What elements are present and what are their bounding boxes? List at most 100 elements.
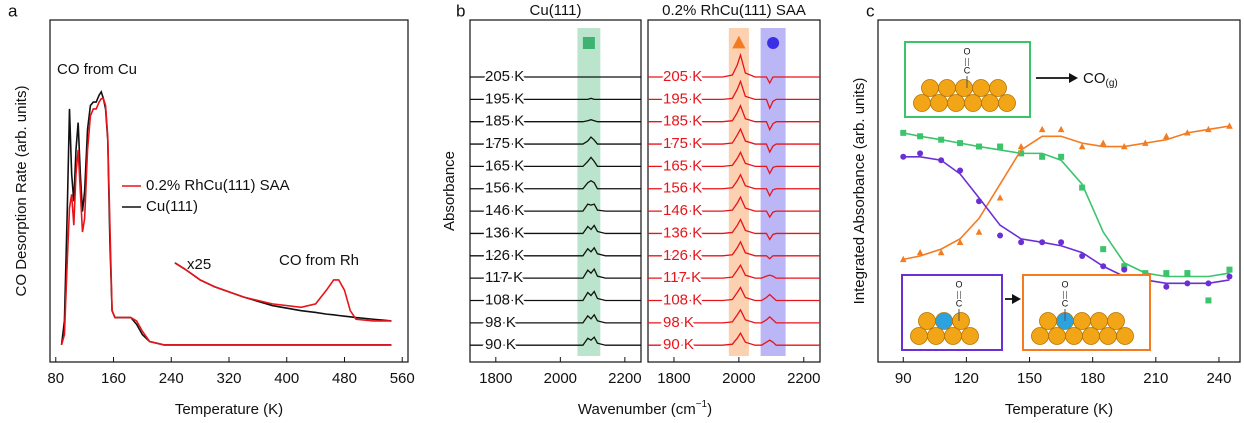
magnification-label: x25	[187, 256, 211, 273]
data-point	[1038, 125, 1046, 133]
temperature-label: 90 K	[663, 336, 694, 353]
x-tick-label: 320	[216, 370, 241, 387]
data-point	[997, 232, 1004, 239]
data-point	[1163, 132, 1170, 139]
temperature-label: 90 K	[485, 336, 516, 353]
x-axis-label: Wavenumber (cm−1)	[578, 399, 712, 418]
atom-label: O	[1061, 279, 1068, 289]
data-point	[1142, 270, 1149, 277]
atom-label: C	[964, 65, 971, 75]
atom-label: C	[1062, 298, 1069, 308]
temperature-label: 136 K	[485, 224, 524, 241]
y-axis-label: Absorbance	[441, 151, 458, 231]
data-point	[1226, 122, 1233, 129]
band-marker	[732, 35, 746, 49]
data-point	[957, 140, 964, 147]
plot-frame	[647, 19, 821, 363]
data-point	[1058, 239, 1065, 246]
data-point	[1079, 252, 1086, 259]
spectrum	[470, 224, 641, 235]
x-axis-label-text: Wavenumber (cm	[578, 401, 696, 418]
temperature-label: 156 K	[663, 180, 702, 197]
data-point	[938, 136, 945, 143]
temperature-label: 156 K	[485, 180, 524, 197]
atom	[1107, 312, 1125, 330]
x-tick-label: 180	[1080, 370, 1105, 387]
spectrum	[470, 313, 641, 324]
band-marker	[582, 37, 595, 49]
fit-line	[903, 156, 1230, 285]
temperature-label: 98 K	[485, 314, 516, 331]
temperature-label: 185 K	[485, 113, 524, 130]
atom	[1090, 312, 1108, 330]
fit-line	[903, 132, 1230, 278]
data-point	[1184, 280, 1191, 287]
fit-line	[903, 125, 1230, 261]
atom	[910, 327, 928, 345]
data-point	[900, 153, 907, 160]
data-point	[1100, 263, 1107, 270]
temperature-label: 126 K	[663, 247, 702, 264]
spectrum	[648, 331, 820, 346]
temperature-label: 175 K	[663, 135, 702, 152]
x-tick-label: 1800	[657, 370, 690, 387]
temperature-label: 117 K	[485, 269, 523, 286]
tpd-line-magnified	[174, 262, 392, 322]
atom	[955, 79, 973, 97]
data-point	[1120, 142, 1128, 150]
data-point	[1205, 125, 1212, 133]
spectrum	[648, 104, 820, 132]
data-point	[1078, 142, 1086, 150]
data-point	[917, 133, 924, 140]
x-tick-label: 2000	[722, 370, 755, 387]
x-tick-label: 2200	[787, 370, 820, 387]
data-point	[1226, 273, 1233, 280]
atom	[944, 327, 962, 345]
data-point	[1018, 239, 1025, 246]
spectrum	[648, 217, 820, 241]
atom	[927, 327, 945, 345]
data-point	[1163, 283, 1170, 290]
spectrum	[648, 79, 820, 111]
highlight-band	[760, 28, 786, 356]
panel-label: b	[456, 1, 465, 20]
temperature-label: 195 K	[485, 90, 524, 107]
highlight-band	[577, 28, 601, 356]
atom	[998, 94, 1016, 112]
spectrum	[648, 52, 820, 85]
data-point	[937, 248, 945, 256]
atom	[1082, 327, 1100, 345]
atom	[1039, 312, 1057, 330]
legend-label: Cu(111)	[146, 198, 198, 215]
spectrum	[470, 136, 641, 145]
arrow-head	[1012, 294, 1021, 304]
x-tick-label: 2000	[544, 370, 577, 387]
spectrum	[470, 156, 641, 168]
data-point	[1141, 139, 1149, 146]
x-tick-label: 2200	[608, 370, 641, 387]
x-axis-label-sup: −1	[696, 399, 708, 410]
annotation: CO from Cu	[57, 61, 137, 78]
gas-label-sub: (g)	[1106, 78, 1118, 89]
highlight-band	[728, 28, 749, 356]
subpanel-title: Cu(111)	[530, 2, 582, 19]
spectrum	[648, 195, 820, 219]
x-tick-label: 210	[1143, 370, 1168, 387]
data-point	[1018, 150, 1025, 157]
data-point	[956, 238, 964, 245]
temperature-label: 98 K	[663, 314, 694, 331]
data-point	[1205, 280, 1212, 287]
atom	[1031, 327, 1049, 345]
x-tick-label: 80	[47, 370, 64, 387]
temperature-label: 185 K	[663, 113, 702, 130]
spectrum	[470, 336, 641, 346]
atom-label: O	[963, 46, 970, 56]
atom	[947, 94, 965, 112]
data-point	[1121, 263, 1128, 270]
arrow-head	[1069, 73, 1078, 83]
spectrum	[648, 127, 820, 154]
spectrum	[648, 240, 820, 260]
annotation: CO from Rh	[279, 252, 359, 269]
atom	[989, 79, 1007, 97]
atom	[1048, 327, 1066, 345]
